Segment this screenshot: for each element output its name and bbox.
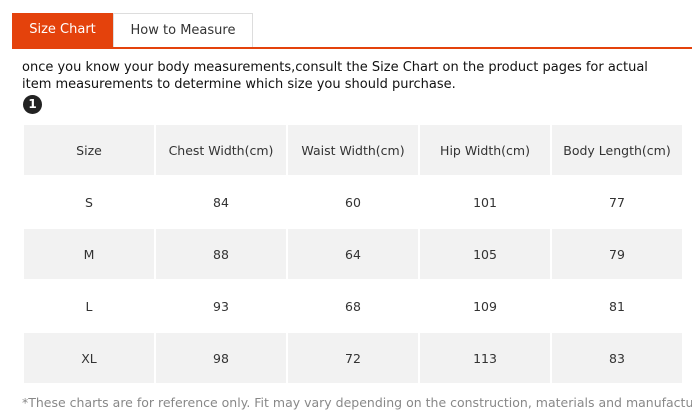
table-cell: 98 <box>156 333 286 383</box>
table-cell: 93 <box>213 298 229 314</box>
table-row: Size Chest Width(cm) Waist Width(cm) Hip Wi… <box>24 125 682 175</box>
header-cell: Body Length(cm) <box>552 125 682 175</box>
size-table: Size Chest Width(cm) Waist Width(cm) Hip Wi… <box>22 123 684 385</box>
table-cell: 113 <box>420 333 550 383</box>
step-badge: 1 <box>23 95 42 114</box>
table-cell: 84 <box>213 194 229 210</box>
table-cell: 83 <box>552 333 682 383</box>
header-cell: Chest Width(cm) <box>156 125 286 175</box>
tab[interactable]: How to Measure <box>113 13 253 47</box>
table-cell: 109 <box>473 298 497 314</box>
header-cell: Size <box>24 125 154 175</box>
table-cell: L <box>85 298 93 314</box>
table-cell: 68 <box>345 298 361 314</box>
footnote: *These charts are for reference only. Fi… <box>22 395 692 410</box>
header-cell: Waist Width(cm) <box>288 125 418 175</box>
table-cell: 60 <box>345 194 361 210</box>
table-cell: 79 <box>552 229 682 279</box>
table-cell: 64 <box>288 229 418 279</box>
table-cell: 105 <box>420 229 550 279</box>
table-cell: 88 <box>156 229 286 279</box>
table-cell: M <box>24 229 154 279</box>
table-row: M 88 64 105 79 <box>24 229 682 279</box>
header-cell: Hip Width(cm) <box>420 125 550 175</box>
table-cell: S <box>85 194 93 210</box>
table-cell: 81 <box>609 298 625 314</box>
tab[interactable]: Size Chart <box>12 13 113 47</box>
table-row: XL 98 72 113 83 <box>24 333 682 383</box>
table-cell: XL <box>24 333 154 383</box>
tab-bar: Size Chart How to Measure <box>12 13 692 49</box>
intro-text: once you know your body measurements,con… <box>22 60 648 92</box>
table-cell: 101 <box>473 194 497 210</box>
table-row: L 93 68 109 81 <box>24 281 682 331</box>
table-row: S 84 60 101 77 <box>24 177 682 227</box>
table-cell: 77 <box>609 194 625 210</box>
table-cell: 72 <box>288 333 418 383</box>
